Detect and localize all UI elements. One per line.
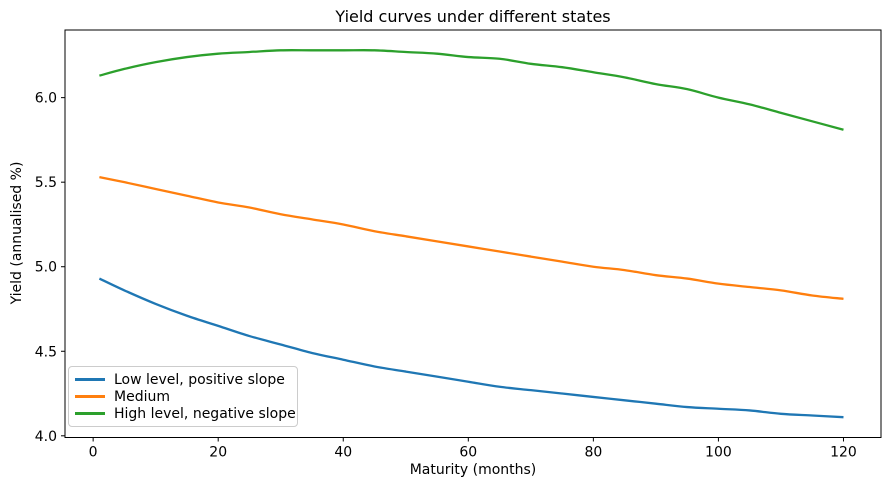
y-tick-label: 5.5	[35, 175, 57, 191]
curve-series-2	[99, 49, 844, 131]
chart-title: Yield curves under different states	[335, 7, 611, 26]
legend-line-swatch	[75, 378, 105, 381]
legend-item-0: Low level, positive slope	[75, 371, 291, 388]
y-tick-label: 4.0	[35, 429, 57, 445]
x-tick-label: 80	[584, 445, 602, 461]
legend-item-2: High level, negative slope	[75, 405, 296, 422]
curve-series-1	[99, 175, 844, 300]
y-tick-label: 5.0	[35, 260, 57, 276]
legend-item-1: Medium	[75, 388, 291, 405]
legend-line-swatch	[75, 395, 105, 398]
x-tick-label: 40	[334, 445, 352, 461]
x-tick-label: 120	[830, 445, 857, 461]
legend-line-swatch	[75, 412, 105, 415]
axes-frame	[64, 29, 882, 438]
curve-series-0	[98, 277, 844, 419]
x-axis-label: Maturity (months)	[409, 462, 537, 478]
y-axis-label: Yield (annualised %)	[9, 161, 25, 305]
legend-label: High level, negative slope	[114, 405, 296, 422]
x-tick-label: 100	[705, 445, 732, 461]
x-tick-label: 60	[459, 445, 477, 461]
legend-label: Medium	[114, 388, 170, 405]
y-tick-label: 4.5	[35, 344, 57, 360]
legend-label: Low level, positive slope	[114, 371, 285, 388]
legend: Low level, positive slope Medium High leve…	[68, 366, 298, 427]
x-tick-label: 0	[89, 445, 98, 461]
y-tick-label: 6.0	[35, 91, 57, 107]
x-tick-label: 20	[209, 445, 227, 461]
